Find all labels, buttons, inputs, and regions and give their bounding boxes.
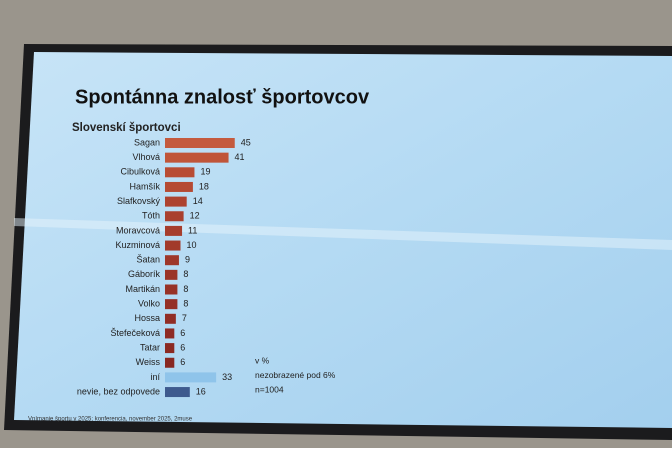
- bar: [165, 387, 190, 398]
- category-label: iní: [150, 372, 160, 382]
- bar: [165, 299, 178, 310]
- bar: [165, 152, 229, 163]
- category-label: Štefečeková: [110, 328, 160, 338]
- category-label: Moravcová: [116, 225, 160, 235]
- value-label: 12: [190, 211, 200, 221]
- category-label: Martikán: [125, 284, 160, 294]
- bar: [165, 372, 217, 383]
- annotation: nezobrazené pod 6%: [255, 370, 336, 380]
- category-label: Kuzminová: [115, 240, 160, 250]
- value-label: 8: [183, 269, 188, 279]
- category-label: Hossa: [134, 313, 160, 323]
- value-label: 18: [199, 181, 209, 191]
- footer: Vnímanie športu v 2025; konferencia, nov…: [28, 417, 193, 423]
- value-label: 6: [180, 342, 185, 352]
- category-label: Weiss: [136, 357, 161, 367]
- category-label: Šatan: [136, 255, 160, 265]
- value-label: 8: [183, 299, 188, 309]
- value-label: 11: [188, 225, 197, 235]
- bar: [165, 269, 178, 280]
- chart-subtitle: Slovenskí športovci: [72, 122, 181, 134]
- value-label: 6: [180, 328, 185, 338]
- category-label: Sagan: [134, 137, 160, 147]
- category-label: Gáborík: [128, 269, 161, 279]
- bar: [165, 181, 193, 192]
- category-label: Vlhová: [132, 152, 160, 162]
- value-label: 8: [183, 284, 188, 294]
- value-label: 33: [222, 372, 232, 382]
- value-label: 41: [235, 152, 245, 162]
- category-label: Hamšík: [129, 181, 160, 191]
- chart-title: Spontánna znalosť športovcov: [75, 86, 370, 108]
- category-label: Tatar: [140, 342, 160, 352]
- value-label: 10: [187, 240, 197, 250]
- category-label: Cibulková: [120, 167, 160, 177]
- bar: [165, 225, 183, 236]
- bar: [165, 167, 195, 178]
- bar: [165, 240, 181, 251]
- bar: [165, 313, 176, 324]
- value-label: 19: [200, 167, 210, 177]
- bar: [165, 211, 184, 222]
- bar: [165, 343, 175, 354]
- category-label: Volko: [138, 299, 160, 309]
- value-label: 7: [182, 313, 187, 323]
- annotation: v %: [255, 355, 270, 365]
- category-label: Slafkovský: [117, 196, 161, 206]
- bar: [165, 138, 235, 148]
- annotation: n=1004: [255, 384, 284, 394]
- bar: [165, 196, 187, 207]
- bar: [165, 255, 179, 266]
- value-label: 9: [185, 255, 190, 265]
- value-label: 14: [193, 196, 203, 206]
- value-label: 16: [196, 386, 206, 396]
- bar: [165, 328, 175, 339]
- value-label: 45: [241, 137, 251, 147]
- bar: [165, 357, 175, 368]
- category-label: nevie, bez odpovede: [77, 386, 160, 396]
- value-label: 6: [180, 357, 185, 367]
- category-label: Tóth: [142, 211, 160, 221]
- bar: [165, 284, 178, 295]
